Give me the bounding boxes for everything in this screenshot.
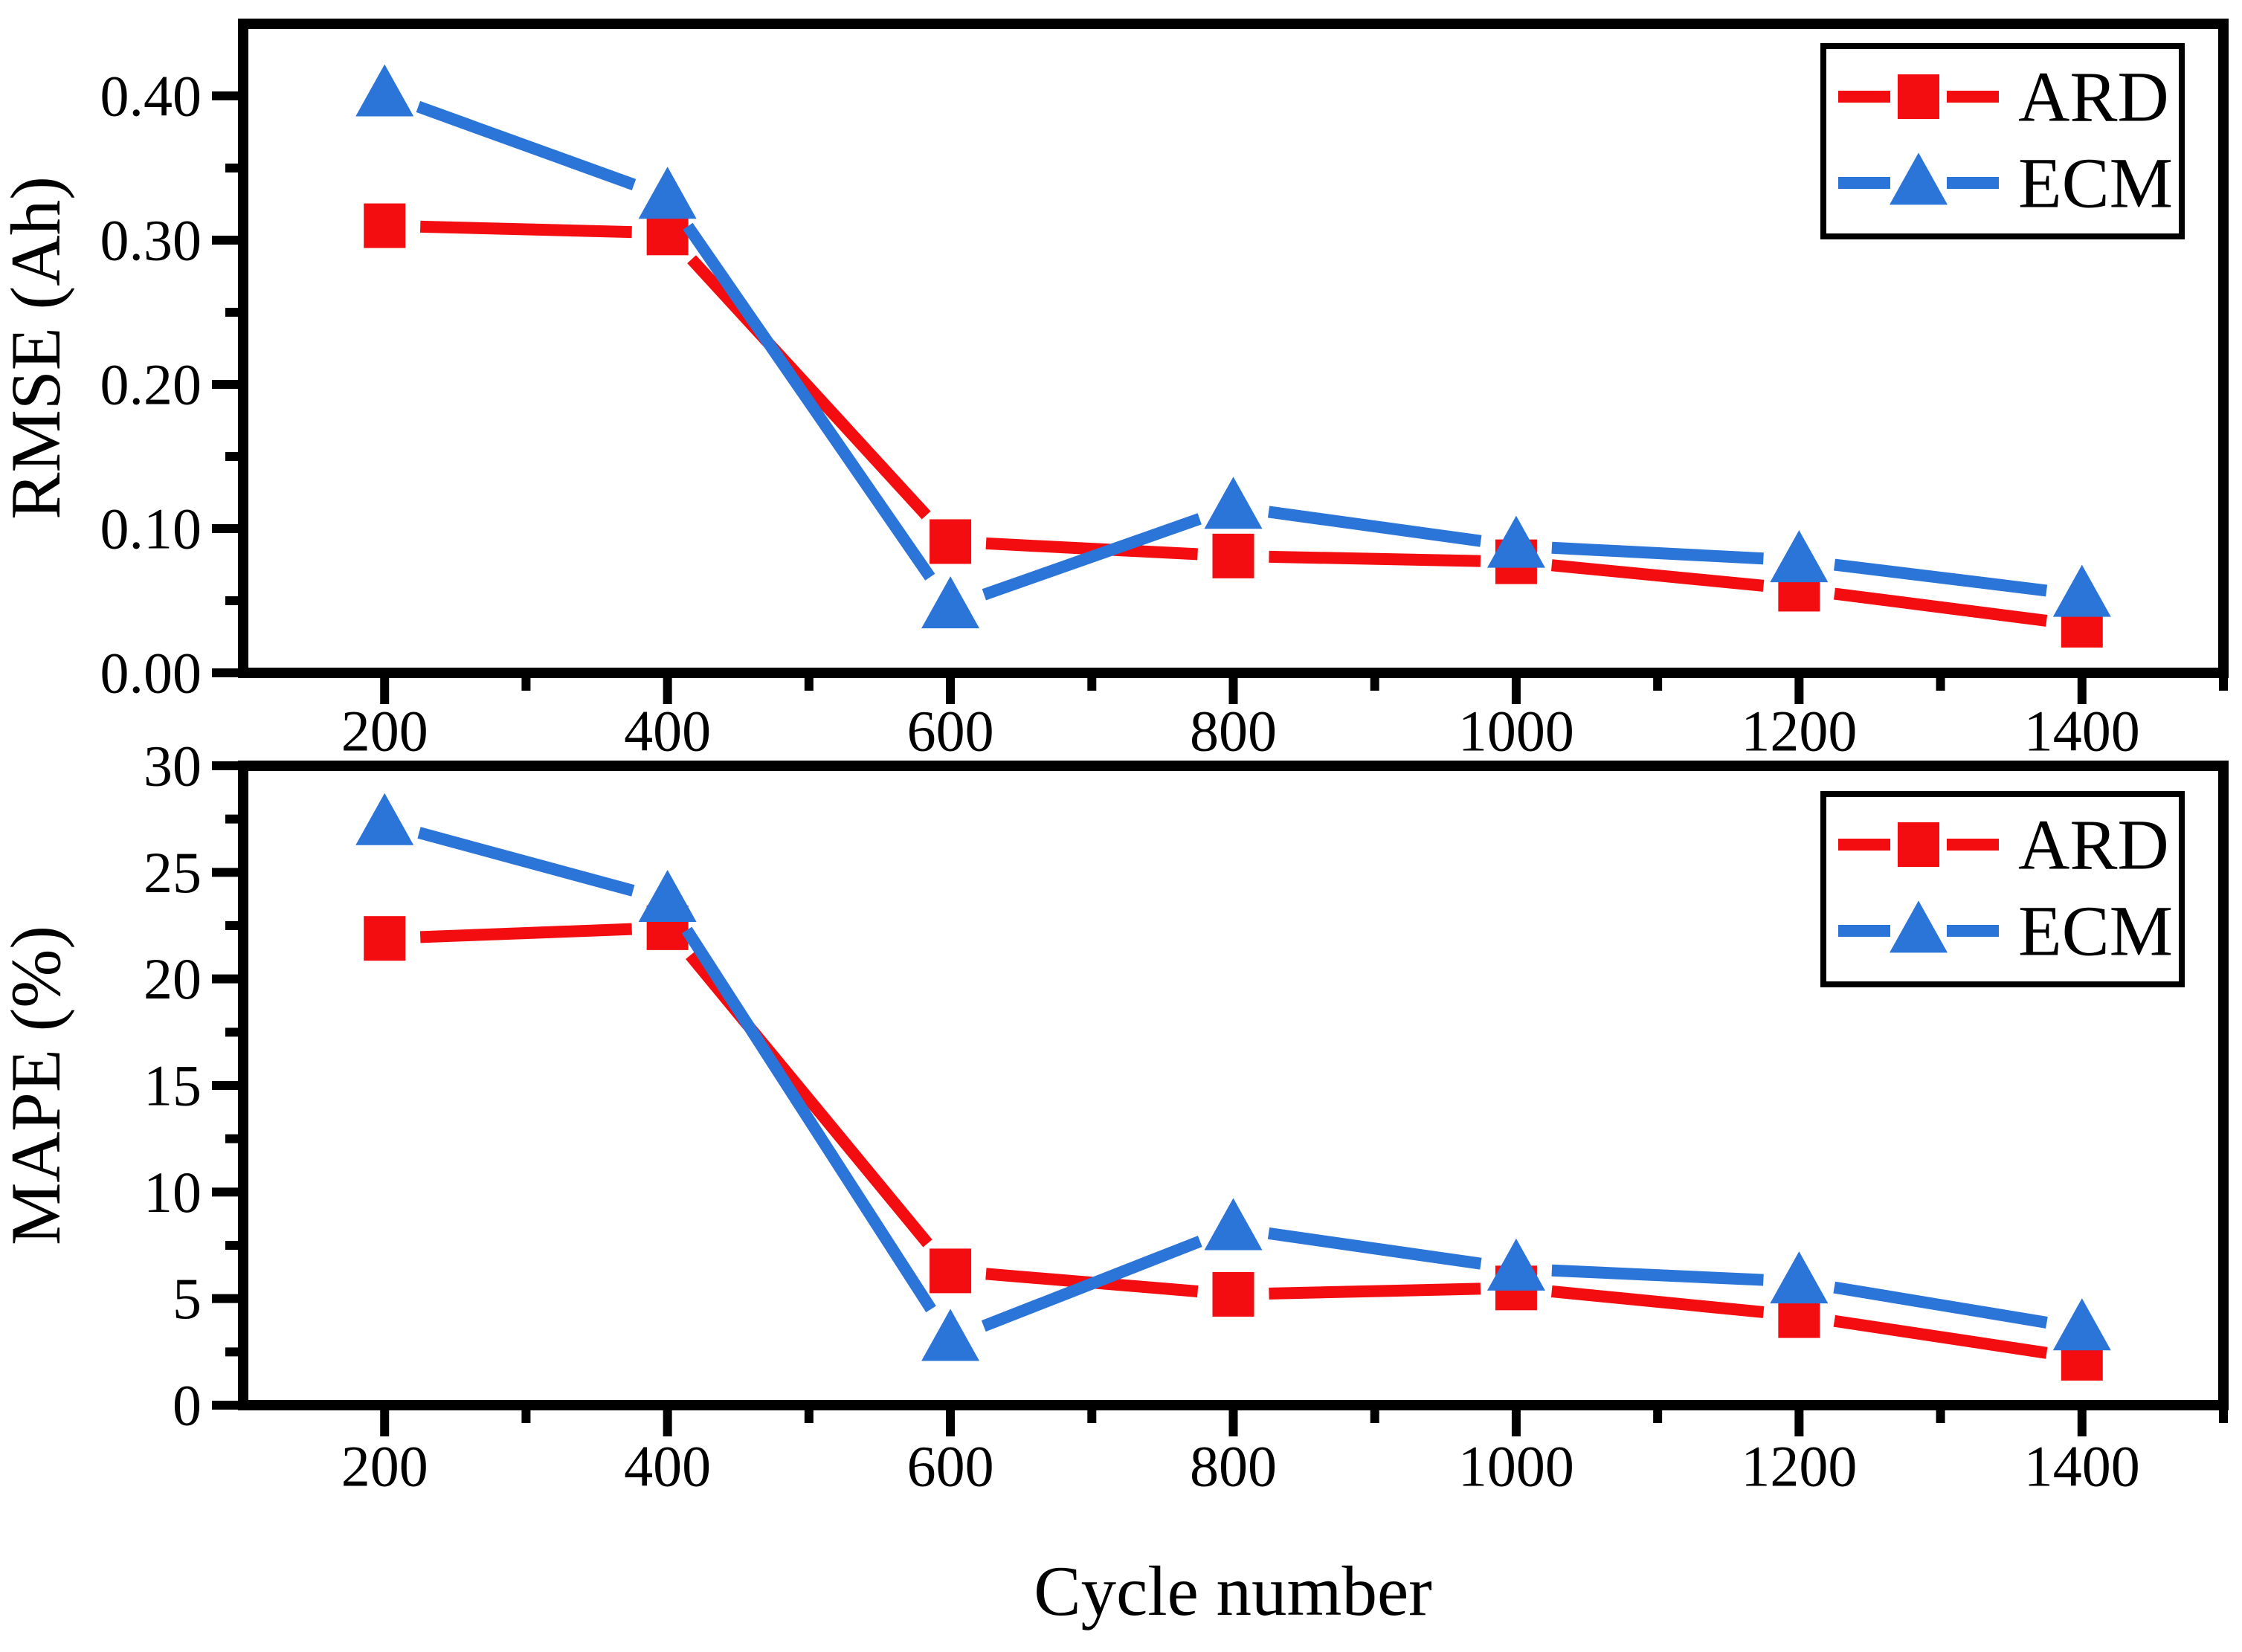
ard-marker [930,519,972,564]
y-tick-label: 20 [144,946,202,1011]
ecm-marker [1204,1198,1263,1251]
bottom-y-axis-title: MAPE (%) [0,926,75,1245]
mape-chart: 0 5 10 15 20 25 30 200 400 600 800 1000 1200 1400 ARDE… [144,734,2229,1499]
ecm-marker [1486,515,1545,568]
ecm-segment [1267,1227,1482,1270]
ecm-marker [1770,1251,1829,1304]
ecm-segment [681,926,936,1313]
y-tick-label: 0.00 [100,641,202,706]
ecm-segment [1834,558,2048,597]
y-tick-label: 0.10 [100,497,202,561]
legend-box [1820,791,2185,987]
series-ard [364,203,2103,648]
series-ecm [355,64,2111,629]
ard-marker [1212,533,1254,578]
ard-segment [1269,550,1481,567]
x-tick-label: 1200 [1741,699,1857,764]
y-tick-label: 0.20 [100,352,202,417]
ecm-marker [1204,477,1263,529]
legend-triangle-marker [1890,152,1948,205]
ecm-segment [417,827,635,897]
ecm-segment [1551,541,1764,565]
rmse-chart: 0.00 0.10 0.20 0.30 0.40 200 400 600 800 1000 1200… [100,19,2229,764]
ecm-segment [683,222,935,581]
legend-label: ARD [2018,805,2169,885]
y-tick-label: 25 [144,840,202,905]
x-tick-label: 800 [1190,1434,1277,1499]
x-tick-label: 400 [624,699,711,764]
ecm-marker [2052,1298,2111,1351]
ecm-segment [981,1236,1202,1332]
x-tick-label: 1400 [2024,699,2140,764]
ard-segment [985,537,1198,561]
y-tick-label: 15 [144,1054,202,1118]
y-tick-label: 30 [144,734,202,798]
ard-segment [1833,587,2048,627]
x-axis-title: Cycle number [1034,1552,1432,1630]
ecm-marker [638,870,697,922]
x-tick-label: 600 [907,1434,994,1499]
x-tick-label: 1000 [1458,1434,1574,1499]
ard-segment [687,255,931,520]
ard-segment [1269,1282,1481,1300]
ecm-marker [1486,1238,1545,1291]
ecm-marker [1770,530,1829,583]
ard-segment [1550,1285,1765,1318]
x-tick-label: 600 [907,699,994,764]
ecm-segment [1551,1264,1764,1286]
legend-entry-ard: ARD [1838,805,2169,885]
y-tick-label: 0 [173,1373,202,1438]
x-tick-label: 200 [341,699,428,764]
legend-label: ARD [2018,57,2169,137]
y-tick-label: 5 [173,1266,202,1331]
legend-label: ECM [2018,143,2173,223]
ecm-marker [355,64,414,117]
ecm-marker [355,793,414,845]
ecm-segment [416,100,637,190]
ard-segment [1833,1314,2048,1359]
x-tick-label: 1200 [1741,1434,1857,1499]
ecm-segment [982,513,1202,601]
x-tick-label: 200 [341,1434,428,1499]
ard-marker [1212,1271,1254,1317]
x-tick-label: 1000 [1458,699,1574,764]
ard-marker [364,203,406,248]
legend-square-marker [1898,74,1939,119]
ard-segment [1550,559,1765,592]
legend-entry-ecm: ECM [1838,891,2173,971]
ard-marker [930,1248,972,1294]
ecm-marker [638,167,697,219]
ard-marker [364,916,406,961]
legend-entry-ard: ARD [1838,57,2169,137]
ecm-marker [2052,564,2111,617]
legend-triangle-marker [1890,900,1948,953]
legend-entry-ecm: ECM [1838,143,2173,223]
x-tick-label: 800 [1190,699,1277,764]
ecm-segment [1833,1281,2048,1329]
y-tick-label: 10 [144,1160,202,1225]
y-tick-label: 0.40 [100,64,202,129]
legend-label: ECM [2018,891,2173,971]
x-tick-label: 1400 [2024,1434,2140,1499]
legend-box [1820,43,2185,239]
series-ecm [355,793,2111,1361]
ecm-marker [921,1309,980,1361]
x-tick-label: 400 [624,1434,711,1499]
ard-segment [419,220,632,239]
y-tick-label: 0.30 [100,208,202,273]
ecm-marker [921,576,980,629]
ard-segment [419,923,632,943]
legend-square-marker [1898,822,1939,867]
top-y-axis-title: RMSE (Ah) [0,176,75,520]
ecm-segment [1267,506,1482,547]
